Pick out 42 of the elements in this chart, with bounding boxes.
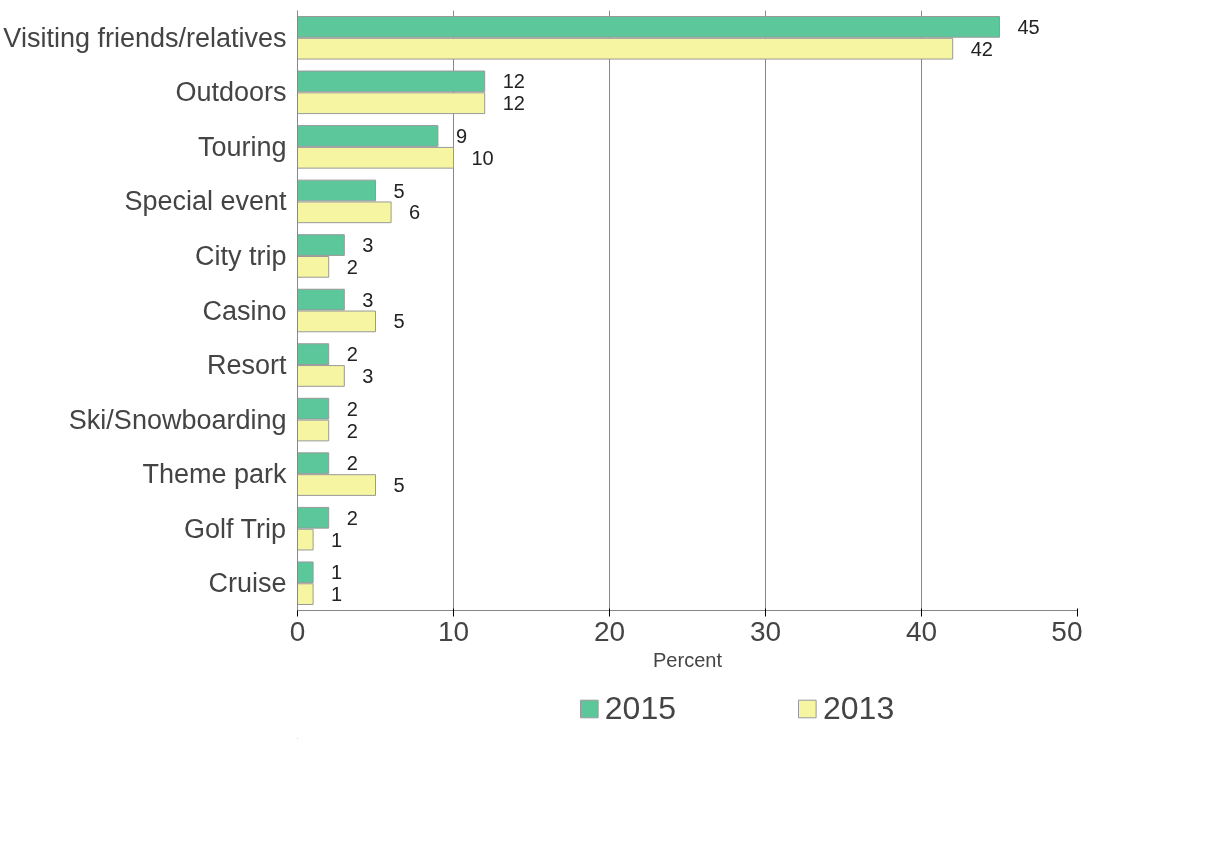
data-label: 5 <box>393 179 405 202</box>
data-label: 3 <box>362 364 374 387</box>
data-label: 1 <box>331 528 343 551</box>
x-tick-label: 0 <box>289 615 306 647</box>
data-label: 12 <box>502 92 525 115</box>
data-label: 10 <box>471 146 494 169</box>
data-label: 3 <box>362 288 374 311</box>
x-tick-label: 50 <box>1051 615 1083 647</box>
data-label: 2 <box>346 343 358 366</box>
data-label: 2 <box>346 452 358 475</box>
legend-label: 2013 <box>823 689 895 727</box>
data-label: 5 <box>393 474 405 497</box>
x-axis-title: Percent <box>653 648 723 671</box>
data-label: 6 <box>409 201 421 224</box>
y-tick-label: Resort <box>206 350 287 381</box>
y-tick-label: Ski/Snowboarding <box>68 404 287 435</box>
y-tick-label: Visiting friends/relatives <box>3 22 287 53</box>
y-tick-label: Touring <box>197 131 287 162</box>
y-tick-label: Golf Trip <box>183 513 287 544</box>
data-label: 2 <box>346 506 358 529</box>
data-label: 5 <box>393 310 405 333</box>
y-tick-label: Cruise <box>208 568 287 599</box>
data-label: 3 <box>362 234 374 257</box>
data-label: 2 <box>346 397 358 420</box>
x-tick-label: 30 <box>749 615 782 647</box>
y-tick-label: Special event <box>124 186 287 217</box>
data-label: 45 <box>1017 15 1040 38</box>
data-label: 1 <box>331 583 343 606</box>
data-label: 42 <box>970 37 993 60</box>
data-label: 2 <box>346 255 358 278</box>
x-tick-label: 10 <box>437 615 470 647</box>
data-label: 12 <box>502 70 525 93</box>
y-tick-label: Theme park <box>142 459 287 490</box>
x-tick-label: 40 <box>905 615 938 647</box>
data-label: 9 <box>455 124 468 147</box>
y-tick-label: City trip <box>194 240 287 271</box>
data-label: 2 <box>346 419 358 442</box>
data-label: 1 <box>331 561 343 584</box>
x-tick-label: 20 <box>593 615 626 647</box>
y-tick-label: Outdoors <box>175 77 287 108</box>
y-tick-label: Casino <box>202 295 287 326</box>
legend-label: 2015 <box>604 689 676 727</box>
